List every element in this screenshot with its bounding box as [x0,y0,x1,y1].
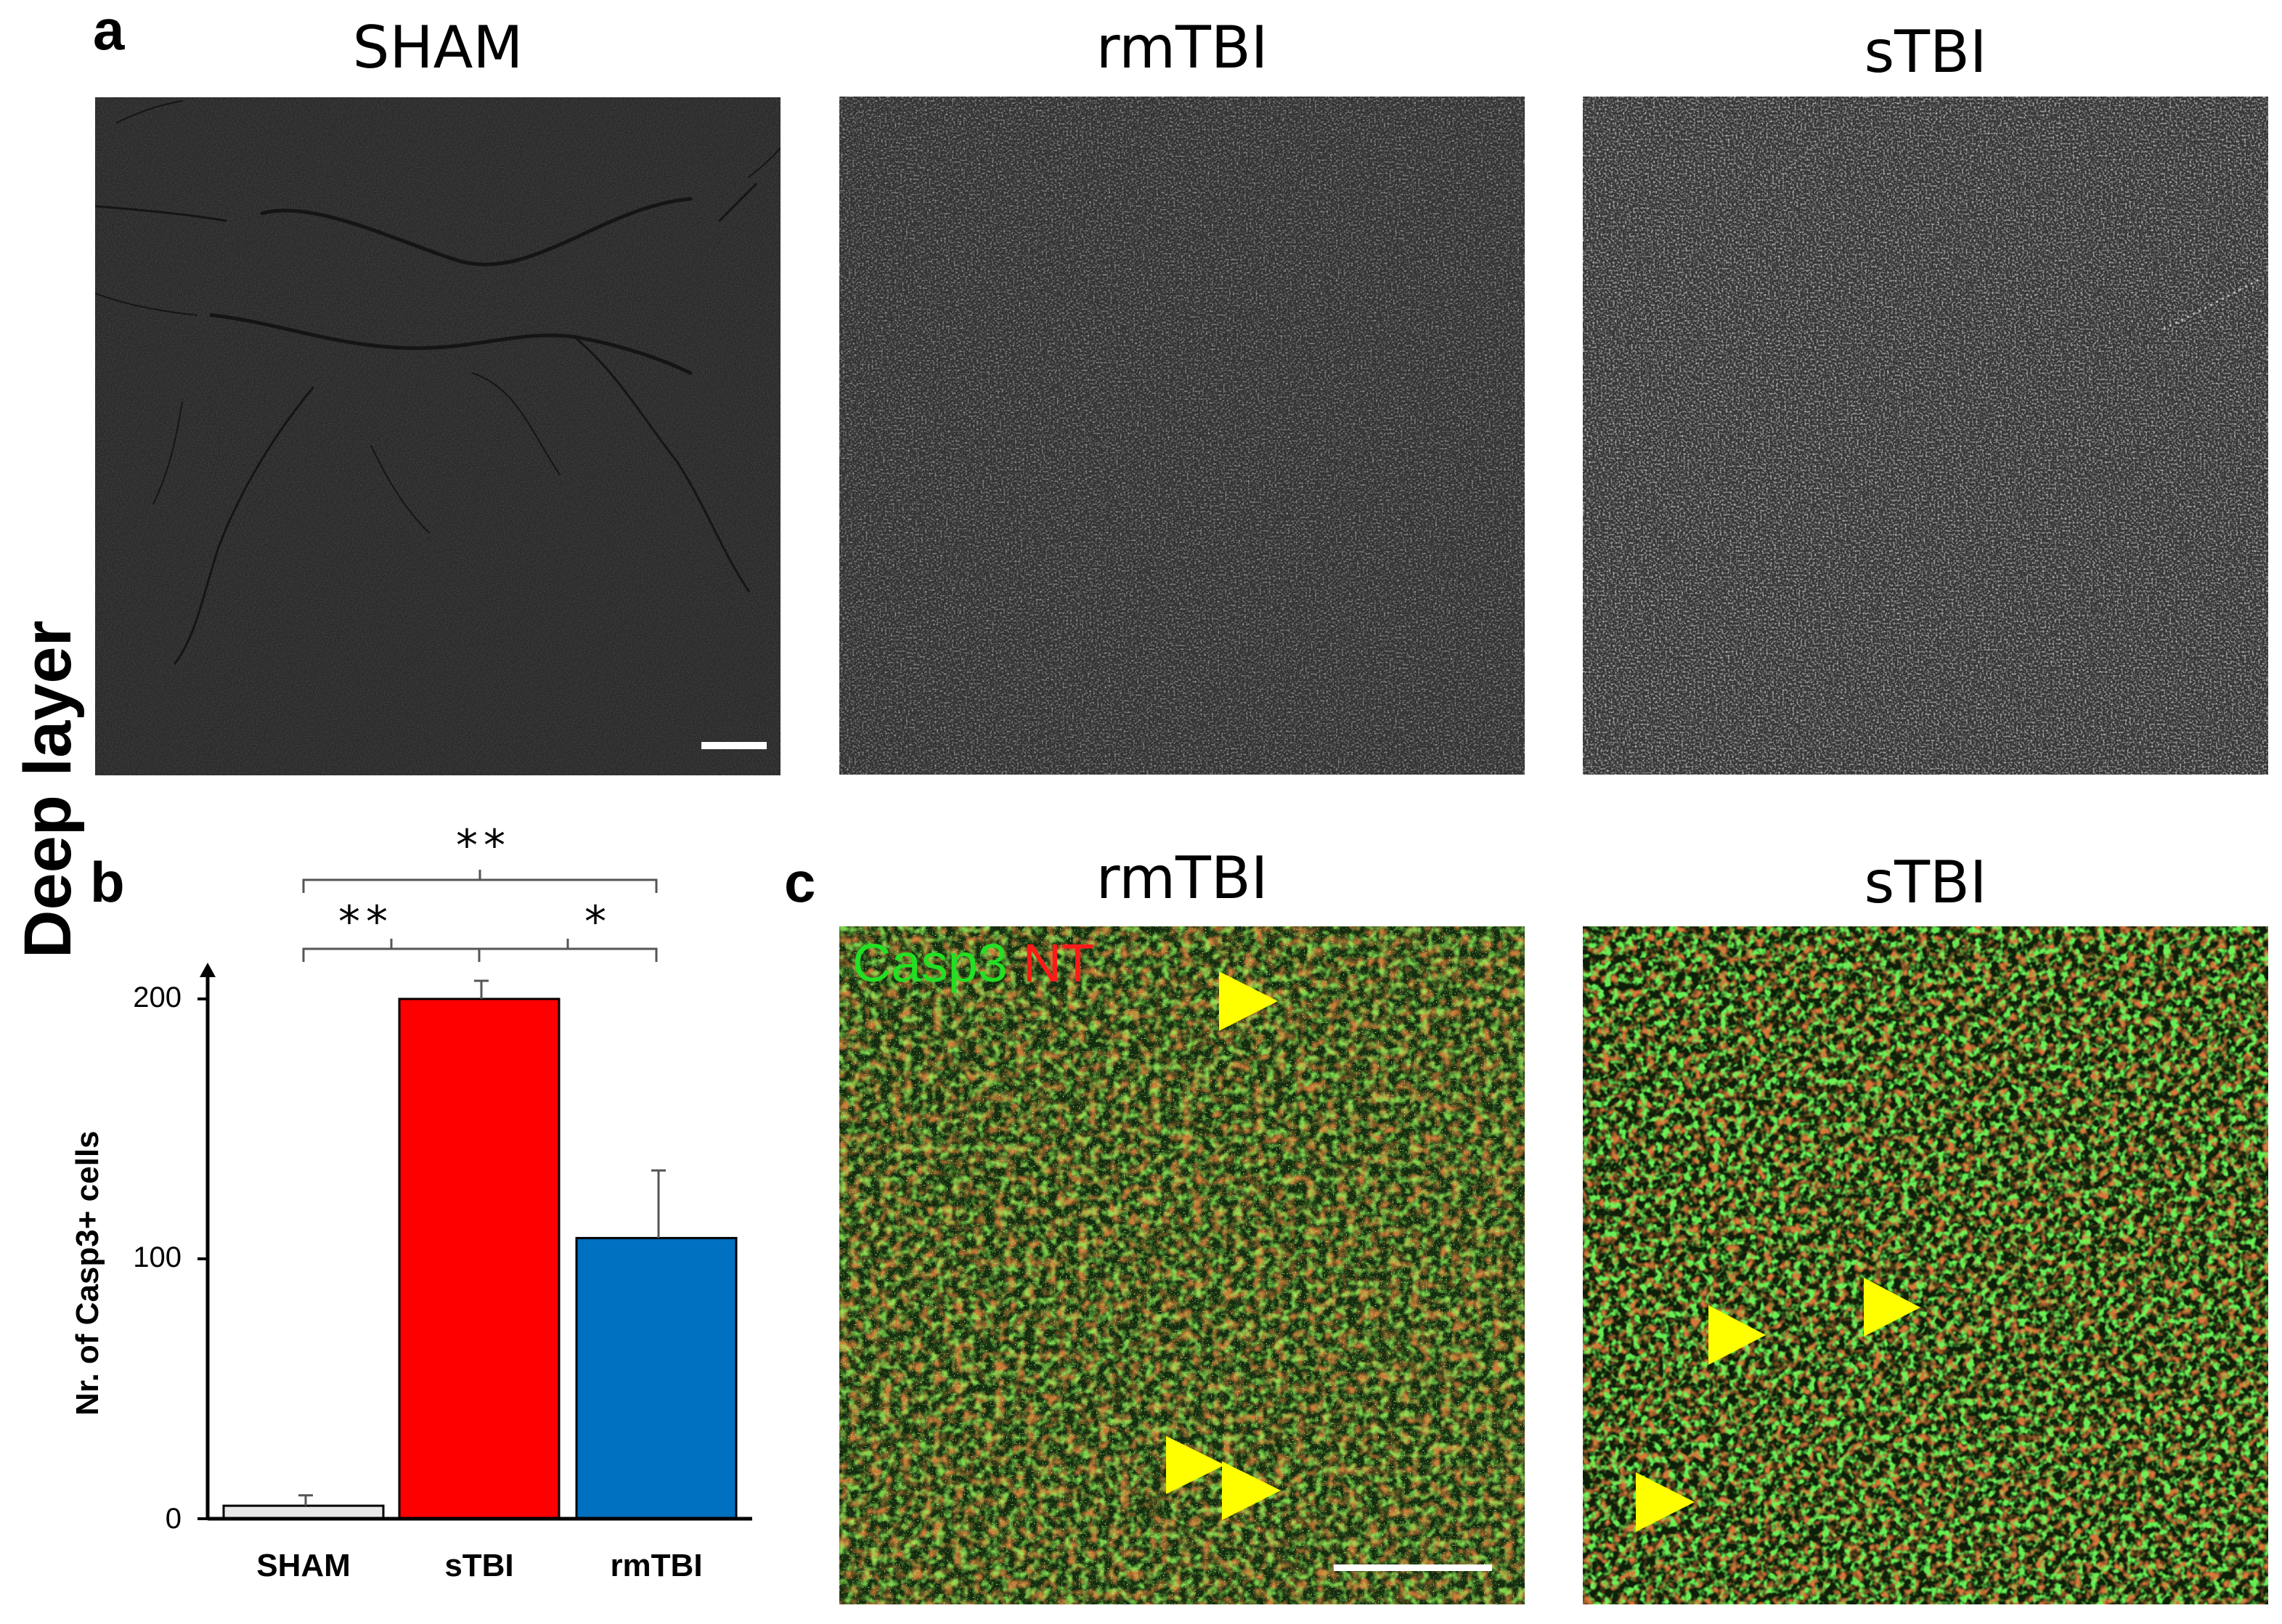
sig-stbi-rmtbi: * [584,897,612,947]
arrowhead-icon [1864,1278,1920,1337]
y-tick-200: 200 [133,982,182,1013]
fluorescence-rmtbi [839,926,1525,1604]
panel-a-title-sham: SHAM [352,14,523,81]
x-label-stbi: sTBI [444,1548,514,1583]
y-tick-0: 0 [165,1503,182,1535]
panel-a-title-rmtbi: rmTBI [1096,14,1268,81]
sig-sham-stbi: ** [338,897,394,947]
bar-stbi [398,997,561,1520]
bracket-sham-stbi [302,947,481,962]
panel-a-title-stbi: sTBI [1864,18,1987,86]
panel-b-chart [0,806,770,1620]
bar-sham [222,1504,385,1520]
bracket-stbi-rmtbi [478,947,658,962]
arrowhead-icon [1222,1461,1281,1520]
panel-c-title-stbi: sTBI [1864,849,1987,916]
micrograph-rmtbi [839,97,1525,775]
panel-letter-b: b [90,850,125,914]
bar-rmtbi [575,1236,738,1520]
arrowhead-icon [1708,1305,1766,1365]
fluorescence-stbi [1583,926,2268,1604]
panel-letter-a: a [93,0,125,62]
channel-label-nt: NT [1022,933,1095,993]
arrowheads-stbi [1636,1278,1920,1532]
arrowheads-rmtbi [1166,971,1281,1520]
x-label-rmtbi: rmTBI [610,1548,703,1583]
scale-bar-c [1334,1564,1492,1571]
arrowhead-icon [1166,1436,1225,1494]
x-label-sham: SHAM [256,1548,351,1583]
panel-letter-c: c [784,850,816,914]
bar-chart-svg [197,870,752,1521]
micrograph-stbi [1583,97,2268,775]
panel-c-title-rmtbi: rmTBI [1096,844,1268,912]
arrowhead-icon [1636,1472,1695,1532]
y-axis-title: Nr. of Casp3+ cells [70,1130,105,1416]
micrograph-sham [95,97,781,775]
arrowhead-icon [1219,971,1278,1031]
channel-label-casp3: Casp3 [852,933,1008,993]
y-axis-arrowhead-icon [200,963,216,977]
y-tick-100: 100 [133,1241,182,1273]
channel-legend: Casp3 NT [852,937,1094,990]
scale-bar-a [701,742,767,749]
sig-sham-rmtbi: ** [456,820,511,871]
bracket-sham-rmtbi [302,878,658,893]
